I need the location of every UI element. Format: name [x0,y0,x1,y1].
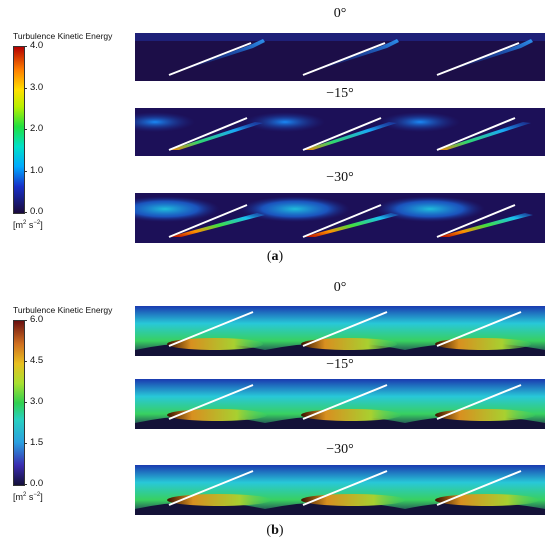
panel-b1-angle-label: 0° [333,280,347,295]
panel-b2 [135,379,545,429]
panel-b2-blades [167,384,535,421]
panel-b2-angle-label: −15° [326,357,354,372]
panel-a2 [135,108,545,156]
panel-a2-angle-label: −15° [326,86,354,101]
panel-b3-blades [167,470,539,506]
colorbar-b-tick-3: 3.0 [30,396,44,407]
colorbar-a-tick-2: 2.0 [30,123,44,134]
colorbar-b-tick-min: 0.0 [30,478,44,489]
colorbar-a-units: [m2 s−2] [13,220,43,230]
panel-a3-angle-label: −30° [326,170,354,185]
colorbar-a-tick-3: 3.0 [30,82,44,93]
panel-b1-blades [167,311,531,350]
panel-a2-blades [168,117,531,151]
colorbar-b-title: Turbulence Kinetic Energy [13,305,113,315]
panel-a3-blades [168,204,533,238]
figure-b-label: (b) [266,523,284,538]
colorbar-a [13,46,25,214]
colorbar-a-tick-1: 1.0 [30,165,44,176]
panel-a1-angle-label: 0° [333,6,347,21]
colorbar-a-title: Turbulence Kinetic Energy [13,31,113,41]
colorbar-b-tick-4-5: 4.5 [30,355,44,366]
panel-b3-angle-label: −30° [326,442,354,457]
colorbar-b-units: [m2 s−2] [13,492,43,502]
colorbar-b-tick-max: 6.0 [30,314,44,325]
figure-a-label: (a) [266,249,284,264]
panel-a1 [135,33,545,81]
panel-a3 [135,193,545,243]
colorbar-b-tick-1-5: 1.5 [30,437,44,448]
colorbar-b [13,320,25,486]
colorbar-a-tick-min: 0.0 [30,206,44,217]
panel-b1 [135,306,545,356]
panel-b3 [135,465,545,515]
panel-a1-blades [168,39,533,76]
colorbar-a-tick-max: 4.0 [30,40,44,51]
